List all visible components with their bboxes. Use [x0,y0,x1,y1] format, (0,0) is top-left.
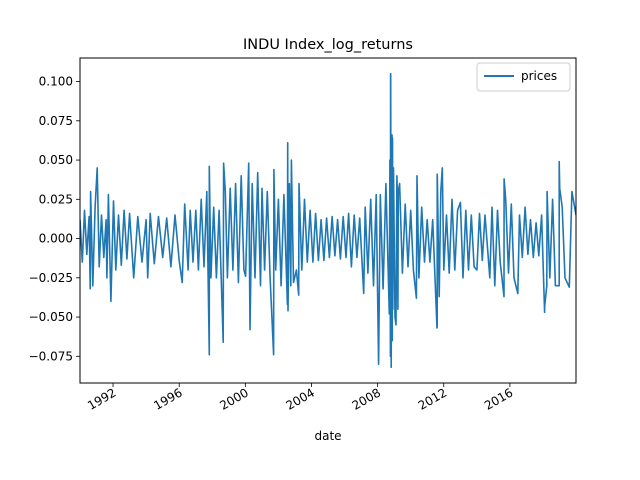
y-tick-label: 0.075 [39,114,73,128]
x-axis-label: date [314,429,341,443]
series-line-prices [80,72,576,369]
y-tick-label: 0.000 [39,232,73,246]
plot-area [80,72,576,369]
y-tick-label: 0.100 [39,75,73,89]
plot-frame [79,57,577,384]
y-tick-label: −0.075 [29,349,73,363]
y-tick-label: 0.025 [39,192,73,206]
legend-box [476,62,571,92]
legend-label-prices: prices [521,69,557,83]
y-tick-label: −0.050 [29,310,73,324]
y-tick-label: −0.025 [29,271,73,285]
legend: prices [476,62,571,92]
y-axis-ticks: 0.100 0.075 0.050 0.025 0.000 −0.025 −0.050 −0.… [29,75,80,363]
y-tick-label: 0.050 [39,153,73,167]
chart-title: INDU Index_log_returns [243,37,413,53]
